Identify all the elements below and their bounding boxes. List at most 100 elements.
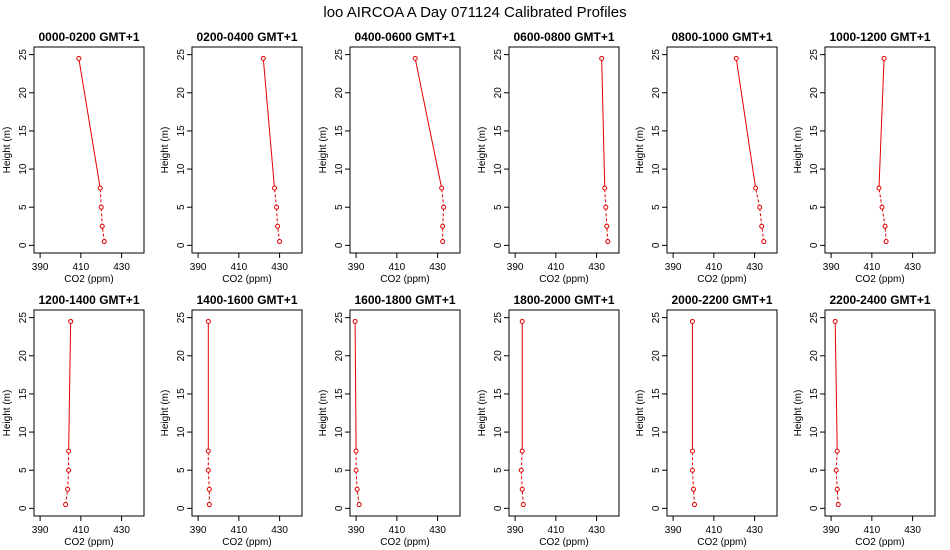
profile-segment bbox=[836, 489, 839, 505]
plot-frame bbox=[508, 46, 620, 254]
profile-segment bbox=[884, 226, 887, 242]
x-axis-label: CO2 (ppm) bbox=[64, 537, 113, 548]
y-tick-label: 25 bbox=[334, 49, 345, 61]
x-tick-label: 410 bbox=[231, 262, 248, 273]
data-point bbox=[439, 185, 445, 191]
data-point bbox=[440, 239, 446, 245]
profile-segment bbox=[68, 321, 72, 452]
y-tick-label: 10 bbox=[809, 426, 820, 438]
profile-segment bbox=[262, 58, 275, 189]
profile-segment bbox=[355, 470, 358, 490]
panel-title: 0000-0200 GMT+1 bbox=[38, 30, 139, 44]
y-tick-label: 15 bbox=[176, 125, 187, 137]
profile-segment bbox=[277, 226, 281, 242]
y-tick-label: 20 bbox=[334, 87, 345, 99]
x-tick-label: 390 bbox=[348, 262, 365, 273]
y-tick-label: 5 bbox=[176, 204, 187, 210]
data-point bbox=[440, 223, 446, 229]
x-tick-label: 390 bbox=[190, 525, 207, 536]
y-tick-label: 10 bbox=[334, 426, 345, 438]
profile-segment bbox=[755, 188, 761, 208]
y-tick-label: 0 bbox=[18, 242, 29, 248]
profile-segment bbox=[354, 321, 357, 452]
x-axis-label: CO2 (ppm) bbox=[855, 537, 904, 548]
y-tick-label: 25 bbox=[18, 312, 29, 324]
y-tick-label: 0 bbox=[809, 242, 820, 248]
x-tick-label: 430 bbox=[746, 262, 763, 273]
x-tick-label: 390 bbox=[665, 262, 682, 273]
x-axis-label: CO2 (ppm) bbox=[222, 274, 271, 285]
y-tick-label: 15 bbox=[18, 388, 29, 400]
y-tick-label: 15 bbox=[493, 125, 504, 137]
y-tick-label: 20 bbox=[493, 350, 504, 362]
data-point bbox=[518, 467, 524, 473]
x-axis-label: CO2 (ppm) bbox=[855, 274, 904, 285]
figure-title: loo AIRCOA A Day 071124 Calibrated Profi… bbox=[323, 4, 626, 21]
profile-segment bbox=[604, 188, 607, 208]
data-point bbox=[757, 204, 763, 210]
y-tick-label: 20 bbox=[493, 87, 504, 99]
plot-frame bbox=[33, 46, 145, 254]
y-tick-label: 5 bbox=[334, 467, 345, 473]
y-tick-label: 15 bbox=[176, 388, 187, 400]
data-point bbox=[441, 204, 447, 210]
data-point bbox=[832, 318, 838, 324]
x-tick-label: 430 bbox=[904, 525, 921, 536]
y-tick-label: 5 bbox=[809, 467, 820, 473]
y-axis-label: Height (m) bbox=[160, 127, 171, 174]
y-tick-label: 20 bbox=[176, 87, 187, 99]
y-tick-label: 25 bbox=[18, 49, 29, 61]
y-tick-label: 10 bbox=[18, 163, 29, 175]
data-point bbox=[759, 223, 765, 229]
x-axis-label: CO2 (ppm) bbox=[697, 274, 746, 285]
y-tick-label: 10 bbox=[18, 426, 29, 438]
data-point bbox=[101, 239, 107, 245]
x-tick-label: 430 bbox=[588, 262, 605, 273]
profile-segment bbox=[101, 226, 105, 242]
x-axis-label: CO2 (ppm) bbox=[539, 537, 588, 548]
data-point bbox=[66, 467, 72, 473]
data-point bbox=[519, 318, 525, 324]
panel-title: 0800-1000 GMT+1 bbox=[671, 30, 772, 44]
data-point bbox=[604, 223, 610, 229]
profile-segment bbox=[520, 470, 523, 490]
panel-title: 1200-1400 GMT+1 bbox=[38, 293, 139, 307]
data-point bbox=[761, 239, 767, 245]
y-tick-label: 10 bbox=[651, 426, 662, 438]
profile-segment bbox=[759, 207, 763, 227]
data-point bbox=[354, 486, 360, 492]
y-axis-label: Height (m) bbox=[2, 127, 13, 174]
x-tick-label: 430 bbox=[904, 262, 921, 273]
x-tick-label: 390 bbox=[348, 525, 365, 536]
y-tick-label: 5 bbox=[18, 467, 29, 473]
y-tick-label: 25 bbox=[651, 312, 662, 324]
y-tick-label: 10 bbox=[176, 426, 187, 438]
profile-segment bbox=[835, 470, 838, 490]
data-point bbox=[68, 318, 74, 324]
panel-title: 1400-1600 GMT+1 bbox=[196, 293, 297, 307]
data-point bbox=[66, 448, 72, 454]
data-point bbox=[605, 239, 611, 245]
x-axis-label: CO2 (ppm) bbox=[380, 537, 429, 548]
data-point bbox=[99, 223, 105, 229]
data-point bbox=[834, 448, 840, 454]
y-tick-label: 25 bbox=[809, 49, 820, 61]
plot-frame bbox=[191, 309, 303, 517]
x-tick-label: 390 bbox=[190, 262, 207, 273]
y-tick-label: 20 bbox=[651, 350, 662, 362]
panel-title: 1800-2000 GMT+1 bbox=[513, 293, 614, 307]
y-tick-label: 5 bbox=[493, 467, 504, 473]
data-point bbox=[76, 55, 82, 61]
profile-segment bbox=[441, 188, 445, 208]
data-point bbox=[876, 185, 882, 191]
x-axis-label: CO2 (ppm) bbox=[222, 537, 271, 548]
profile-segment bbox=[207, 470, 210, 490]
x-tick-label: 410 bbox=[73, 525, 90, 536]
y-axis-label: Height (m) bbox=[793, 390, 804, 437]
data-point bbox=[356, 502, 362, 508]
